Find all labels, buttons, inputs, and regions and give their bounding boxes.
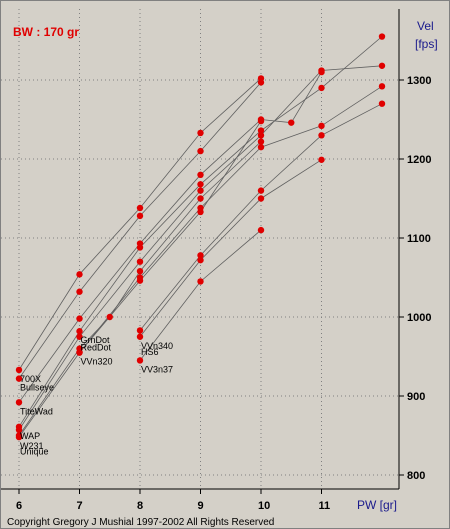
series-points <box>15 33 386 441</box>
data-point <box>378 83 386 90</box>
point-label: RedDot <box>81 342 112 352</box>
series-line <box>139 159 322 338</box>
point-label: GrnDot <box>81 335 111 345</box>
data-point <box>257 132 265 139</box>
x-axis-label: PW [gr] <box>357 498 397 512</box>
data-point <box>378 62 386 69</box>
data-point <box>197 147 204 155</box>
data-point <box>15 366 23 374</box>
data-point <box>257 187 265 194</box>
data-point <box>136 244 144 251</box>
data-point <box>318 84 325 92</box>
data-point <box>136 204 144 212</box>
data-point <box>76 328 83 335</box>
data-point <box>197 208 204 216</box>
data-point <box>76 271 83 278</box>
y-tick-label: 800 <box>407 470 425 482</box>
data-point <box>257 117 265 125</box>
point-label: VV3n37 <box>141 364 173 374</box>
data-point <box>257 79 265 86</box>
data-point <box>136 327 144 334</box>
data-point <box>257 127 265 134</box>
series-line <box>18 65 383 431</box>
data-point <box>257 195 265 202</box>
data-point <box>15 426 23 434</box>
data-point <box>106 313 113 321</box>
point-label: W231 <box>20 441 44 451</box>
data-point <box>197 278 204 285</box>
data-point <box>136 277 144 284</box>
x-tick-label: 9 <box>198 500 204 512</box>
y-tick-label: 1200 <box>407 154 431 166</box>
data-point <box>15 375 23 382</box>
point-label: HS6 <box>141 347 159 357</box>
data-point <box>76 315 83 322</box>
data-point <box>197 195 204 202</box>
x-tick-label: 8 <box>137 500 143 512</box>
data-point <box>197 187 204 194</box>
y-tick-labels: 800 900 1000 1100 1200 1300 <box>407 75 431 482</box>
data-point <box>136 212 144 220</box>
y-tick-label: 1000 <box>407 312 431 324</box>
data-point <box>76 288 83 295</box>
y-tick-label: 1100 <box>407 233 431 245</box>
x-tick-label: 10 <box>258 500 270 512</box>
y-axis-name: Vel <box>417 19 434 33</box>
data-point <box>378 33 386 40</box>
data-point <box>136 357 144 364</box>
y-tick-label: 900 <box>407 391 425 403</box>
point-label: Bullseye <box>20 383 54 393</box>
point-label: Unique <box>20 447 49 457</box>
data-point <box>257 138 265 145</box>
data-point <box>76 333 83 340</box>
x-tick-label: 7 <box>77 500 83 512</box>
chart-title: BW : 170 gr <box>13 25 79 39</box>
data-point <box>288 119 295 126</box>
data-point <box>136 258 144 265</box>
data-point <box>76 349 83 356</box>
data-point <box>136 267 144 275</box>
data-point <box>136 333 144 340</box>
grid <box>1 9 404 494</box>
data-point <box>257 143 265 151</box>
point-label: VVn340 <box>141 341 173 351</box>
data-point <box>197 256 204 264</box>
y-tick-label: 1300 <box>407 75 431 87</box>
data-point <box>318 122 325 130</box>
y-axis-unit: [fps] <box>415 37 438 51</box>
series-line <box>18 71 322 403</box>
data-point <box>197 171 204 178</box>
data-point <box>257 226 265 234</box>
x-tick-labels: 6 7 8 9 10 11 <box>16 500 330 512</box>
data-point <box>378 100 386 107</box>
point-label: 700X <box>20 374 41 384</box>
data-point <box>15 399 23 406</box>
copyright-text: Copyright Gregory J Mushial 1997-2002 Al… <box>7 517 274 528</box>
point-label: TiteWad <box>20 406 53 416</box>
series-line <box>18 36 383 428</box>
x-tick-label: 11 <box>319 500 331 512</box>
data-point <box>318 67 325 74</box>
point-label: VVn320 <box>81 357 113 367</box>
data-point <box>15 433 23 441</box>
x-tick-label: 6 <box>16 500 22 512</box>
data-point <box>318 156 325 163</box>
point-label: WAP <box>20 431 40 441</box>
series-line <box>18 141 262 436</box>
data-point <box>197 252 204 259</box>
data-point <box>197 129 204 137</box>
data-point <box>197 181 204 188</box>
data-point <box>318 132 325 139</box>
